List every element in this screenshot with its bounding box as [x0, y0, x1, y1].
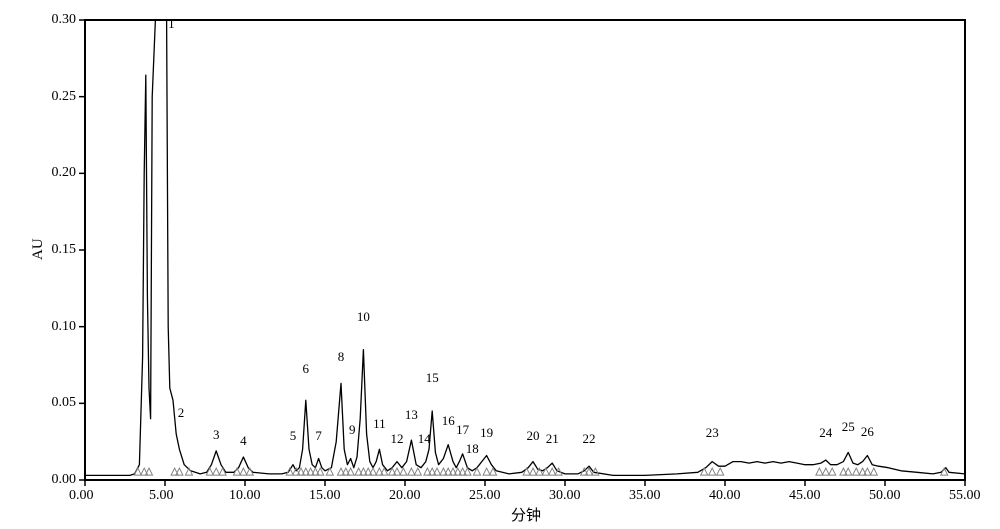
- peak-marker: [483, 468, 490, 475]
- peak-label: 22: [583, 431, 596, 447]
- chromatogram-trace: [85, 20, 965, 475]
- x-tick-label: 55.00: [949, 488, 981, 504]
- peak-marker: [870, 468, 877, 475]
- peak-marker: [213, 468, 220, 475]
- peak-marker: [370, 468, 377, 475]
- peak-marker: [302, 468, 309, 475]
- peak-marker: [365, 468, 372, 475]
- peak-label: 14: [418, 431, 431, 447]
- peak-label: 21: [546, 431, 559, 447]
- y-axis-label: AU: [30, 238, 47, 260]
- peak-marker: [414, 468, 421, 475]
- peak-marker: [171, 468, 178, 475]
- peak-marker: [822, 468, 829, 475]
- chart-svg: [0, 0, 1000, 529]
- peak-marker: [829, 468, 836, 475]
- peak-marker: [376, 468, 383, 475]
- peak-marker: [400, 468, 407, 475]
- peak-marker: [549, 468, 556, 475]
- peak-marker: [859, 468, 866, 475]
- x-tick-label: 20.00: [389, 488, 421, 504]
- peak-label: 12: [391, 431, 404, 447]
- peak-marker: [355, 468, 362, 475]
- peak-marker: [845, 468, 852, 475]
- peak-label: 9: [349, 422, 356, 438]
- peak-label: 7: [315, 428, 322, 444]
- peak-label: 20: [527, 428, 540, 444]
- x-tick-label: 45.00: [789, 488, 821, 504]
- peak-label: 1: [168, 16, 175, 32]
- peak-label: 8: [338, 349, 345, 365]
- y-tick-label: 0.30: [52, 12, 77, 28]
- x-axis-label: 分钟: [511, 504, 541, 525]
- y-tick-label: 0.05: [52, 395, 77, 411]
- peak-label: 2: [178, 405, 185, 421]
- peak-marker: [440, 468, 447, 475]
- peak-label: 15: [426, 370, 439, 386]
- peak-marker: [342, 468, 349, 475]
- chromatogram-chart: 0.00 0.05 0.10 0.15 0.20 0.25 0.30 0.00 5.00 10.0…: [0, 0, 1000, 529]
- x-tick-label: 50.00: [869, 488, 901, 504]
- peak-marker: [840, 468, 847, 475]
- peak-marker: [450, 468, 457, 475]
- peak-marker: [347, 468, 354, 475]
- peak-marker: [360, 468, 367, 475]
- y-tick-label: 0.10: [52, 319, 77, 335]
- peak-label: 26: [861, 424, 874, 440]
- peak-marker: [312, 468, 319, 475]
- peak-label: 16: [442, 413, 455, 429]
- peak-marker: [864, 468, 871, 475]
- peak-label: 17: [456, 422, 469, 438]
- peak-label: 5: [290, 428, 297, 444]
- peak-marker: [429, 468, 436, 475]
- x-tick-label: 10.00: [229, 488, 261, 504]
- peak-label: 6: [303, 361, 310, 377]
- peak-marker: [240, 468, 247, 475]
- peak-marker: [434, 468, 441, 475]
- peak-marker: [701, 468, 708, 475]
- peak-marker: [853, 468, 860, 475]
- peak-marker: [542, 468, 549, 475]
- peak-marker: [338, 468, 345, 475]
- x-tick-label: 0.00: [69, 488, 94, 504]
- peak-marker: [141, 468, 148, 475]
- peak-label: 4: [240, 433, 247, 449]
- peak-marker: [408, 468, 415, 475]
- peak-label: 13: [405, 407, 418, 423]
- peak-marker: [709, 468, 716, 475]
- y-tick-label: 0.25: [52, 89, 77, 105]
- peak-label: 23: [706, 425, 719, 441]
- peak-marker: [717, 468, 724, 475]
- y-tick-label: 0.00: [52, 472, 77, 488]
- peak-label: 25: [842, 419, 855, 435]
- peak-marker: [459, 468, 466, 475]
- peak-marker: [286, 468, 293, 475]
- peak-marker: [307, 468, 314, 475]
- peak-label: 3: [213, 427, 220, 443]
- peak-marker: [445, 468, 452, 475]
- peak-marker: [816, 468, 823, 475]
- peak-marker: [523, 468, 530, 475]
- peak-marker: [530, 468, 537, 475]
- peak-label: 11: [373, 416, 386, 432]
- x-tick-label: 5.00: [149, 488, 174, 504]
- y-tick-label: 0.15: [52, 242, 77, 258]
- peak-marker: [424, 468, 431, 475]
- peak-marker: [176, 468, 183, 475]
- x-tick-label: 30.00: [549, 488, 581, 504]
- peak-label: 19: [480, 425, 493, 441]
- x-tick-label: 25.00: [469, 488, 501, 504]
- peak-marker: [146, 468, 153, 475]
- peak-label: 10: [357, 309, 370, 325]
- x-tick-label: 15.00: [309, 488, 341, 504]
- peak-label: 24: [819, 425, 832, 441]
- y-tick-label: 0.20: [52, 165, 77, 181]
- peak-marker: [454, 468, 461, 475]
- peak-label: 18: [466, 441, 479, 457]
- x-tick-label: 40.00: [709, 488, 741, 504]
- peak-marker: [394, 468, 401, 475]
- x-tick-label: 35.00: [629, 488, 661, 504]
